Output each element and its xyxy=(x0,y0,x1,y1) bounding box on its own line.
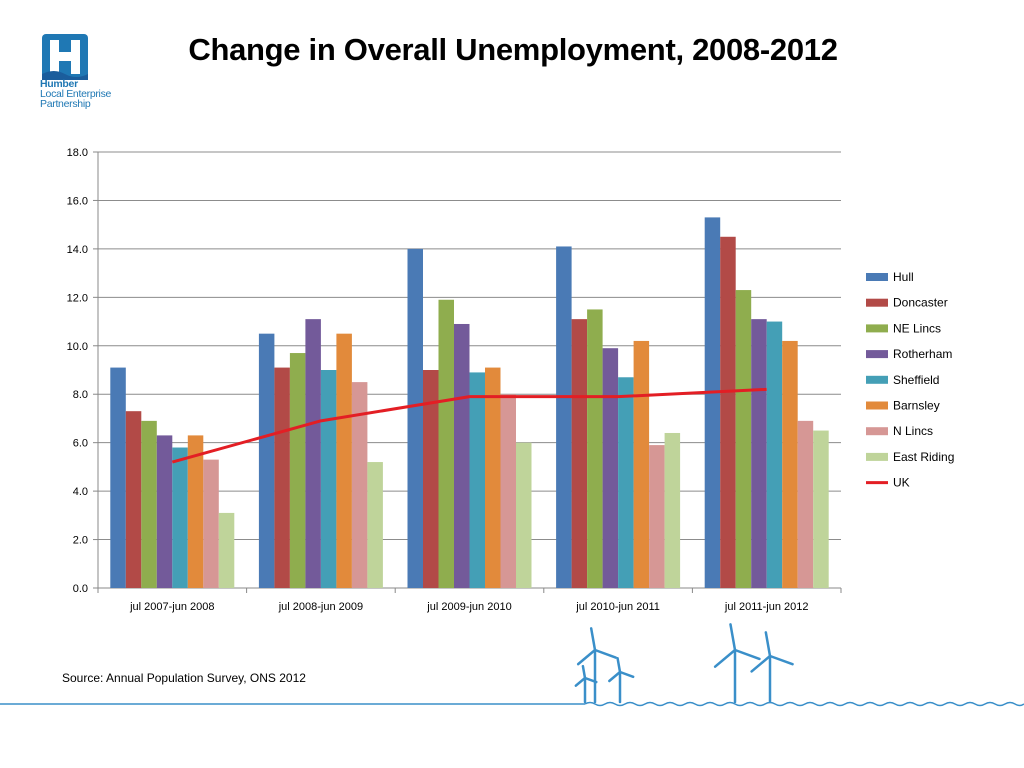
y-tick-label: 16.0 xyxy=(67,195,88,207)
bar xyxy=(289,353,306,588)
bar xyxy=(305,319,321,588)
bar xyxy=(782,340,798,588)
legend-label: Hull xyxy=(893,270,914,284)
y-tick-label: 18.0 xyxy=(67,147,88,159)
wind-turbine-icon xyxy=(574,664,598,704)
bar xyxy=(766,321,783,588)
y-tick-label: 14.0 xyxy=(67,244,88,256)
bar xyxy=(336,333,352,588)
bar xyxy=(664,432,681,588)
bar xyxy=(649,445,665,588)
legend-label: Sheffield xyxy=(893,373,939,387)
y-tick-label: 0.0 xyxy=(73,583,88,595)
bar xyxy=(423,370,439,588)
bar xyxy=(438,299,454,588)
humber-h-logo-icon xyxy=(42,34,88,80)
bar xyxy=(320,370,337,588)
y-tick-label: 10.0 xyxy=(67,341,88,353)
page-title: Change in Overall Unemployment, 2008-201… xyxy=(188,32,838,67)
y-tick-label: 12.0 xyxy=(67,292,88,304)
legend-label: Doncaster xyxy=(893,296,948,310)
bar xyxy=(187,435,204,588)
legend-swatch xyxy=(866,350,888,359)
bar xyxy=(618,377,634,588)
bar xyxy=(125,411,142,588)
legend-swatch xyxy=(866,427,888,436)
legend-label: N Lincs xyxy=(893,424,933,438)
bar xyxy=(258,333,275,588)
legend-label: NE Lincs xyxy=(893,321,941,335)
bar xyxy=(485,367,501,588)
logo-line-3: Partnership xyxy=(40,98,91,110)
unemployment-chart: 0.0 2.0 4.0 6.0 8.0 10.0 12.0 14.0 16.0 18.0 jul 2… xyxy=(67,147,955,613)
bar xyxy=(367,462,383,588)
wind-turbine-icon xyxy=(750,631,794,704)
legend-label: East Riding xyxy=(893,450,954,464)
bar xyxy=(500,394,516,588)
legend-swatch xyxy=(866,375,888,384)
bar xyxy=(351,382,368,588)
bar xyxy=(516,442,532,588)
legend-label: Barnsley xyxy=(893,399,940,413)
bar xyxy=(156,435,173,588)
wave-line-icon xyxy=(0,701,1024,707)
legend-label: UK xyxy=(893,476,910,490)
bar xyxy=(141,420,157,588)
wind-turbine-icon xyxy=(608,656,635,704)
y-tick-label: 2.0 xyxy=(73,535,88,547)
bar xyxy=(735,290,752,588)
uk-line xyxy=(171,387,767,464)
bar xyxy=(571,319,588,588)
legend-swatch xyxy=(866,324,888,333)
x-tick-label: jul 2010-jun 2011 xyxy=(575,601,660,613)
source-note: Source: Annual Population Survey, ONS 20… xyxy=(62,671,306,685)
bar xyxy=(274,367,290,588)
wind-turbine-icon xyxy=(713,623,761,704)
logo-name: Humber xyxy=(40,78,78,90)
y-tick-label: 4.0 xyxy=(73,486,88,498)
wind-turbine-icon xyxy=(576,627,617,704)
wind-turbine-scene xyxy=(0,623,1024,707)
legend-swatch xyxy=(866,401,888,410)
bar xyxy=(203,459,219,588)
bar xyxy=(469,372,485,588)
logo-line-2: Local Enterprise xyxy=(40,88,112,100)
x-tick-label: jul 2009-jun 2010 xyxy=(426,601,511,613)
bar xyxy=(407,248,423,588)
legend-label: Rotherham xyxy=(893,347,952,361)
bar xyxy=(172,447,188,588)
bar xyxy=(720,236,736,588)
bar xyxy=(556,246,572,588)
bar xyxy=(587,309,603,588)
x-tick-label: jul 2008-jun 2009 xyxy=(278,601,363,613)
bar xyxy=(454,323,470,588)
bar xyxy=(704,217,721,588)
bar xyxy=(218,512,235,588)
y-tick-label: 6.0 xyxy=(73,438,88,450)
legend-swatch xyxy=(866,298,888,307)
humber-lep-logo: Humber Local Enterprise Partnership xyxy=(40,34,120,110)
bar xyxy=(751,319,767,588)
legend-swatch xyxy=(866,273,888,281)
x-tick-label: jul 2007-jun 2008 xyxy=(129,601,214,613)
bar xyxy=(633,340,650,588)
x-tick-label: jul 2011-jun 2012 xyxy=(724,601,809,613)
bar xyxy=(602,348,619,588)
logo-text: Humber Local Enterprise Partnership xyxy=(40,78,112,110)
legend-swatch xyxy=(866,452,888,461)
y-tick-label: 8.0 xyxy=(73,389,88,401)
bar xyxy=(110,367,126,588)
bar xyxy=(797,420,814,588)
bar xyxy=(813,430,829,588)
